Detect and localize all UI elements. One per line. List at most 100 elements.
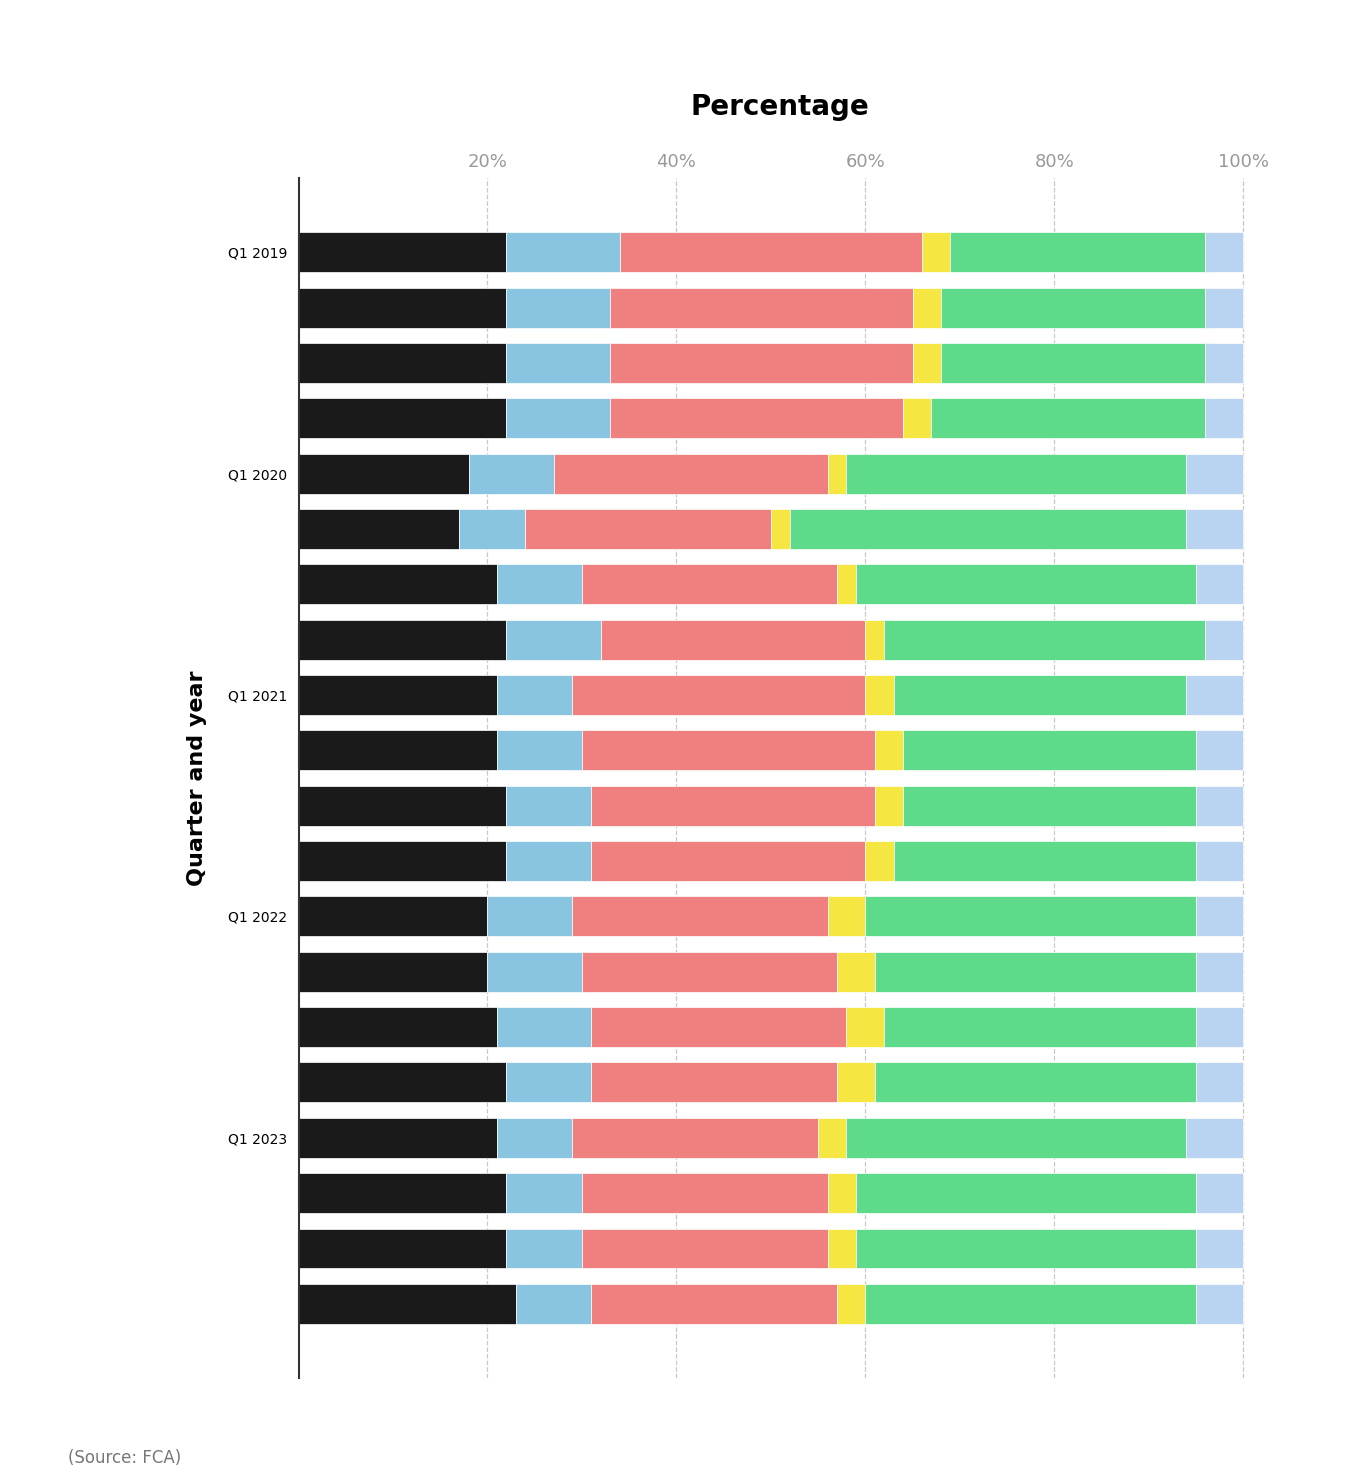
Bar	[875, 1063, 1196, 1103]
Bar	[299, 288, 506, 328]
Bar	[299, 1117, 497, 1157]
Bar	[1196, 1008, 1243, 1046]
Bar	[299, 1063, 506, 1103]
Bar	[497, 1008, 592, 1046]
Bar	[1186, 510, 1243, 548]
Bar	[1196, 731, 1243, 771]
Bar	[582, 1174, 828, 1212]
Bar	[299, 233, 506, 273]
Bar	[506, 842, 592, 880]
Bar	[592, 785, 875, 825]
Bar	[573, 676, 866, 714]
Bar	[506, 399, 611, 439]
Bar	[790, 510, 1186, 548]
Y-axis label: Quarter and year: Quarter and year	[187, 670, 208, 886]
Bar	[771, 510, 790, 548]
Bar	[866, 897, 1196, 937]
Bar	[1205, 344, 1243, 382]
Bar	[506, 1174, 582, 1212]
Bar	[1186, 453, 1243, 494]
Bar	[468, 453, 554, 494]
Bar	[940, 344, 1205, 382]
Bar	[912, 344, 940, 382]
Bar	[582, 565, 837, 605]
Bar	[837, 565, 856, 605]
Bar	[837, 1063, 875, 1103]
Bar	[885, 1008, 1196, 1046]
Bar	[894, 676, 1186, 714]
Bar	[866, 619, 885, 659]
Bar	[950, 233, 1205, 273]
Bar	[592, 842, 866, 880]
Bar	[847, 1117, 1186, 1157]
Bar	[601, 619, 866, 659]
Bar	[299, 842, 506, 880]
Bar	[620, 233, 921, 273]
Bar	[837, 1283, 866, 1323]
Bar	[828, 453, 847, 494]
Bar	[506, 1063, 592, 1103]
Bar	[1196, 565, 1243, 605]
Bar	[1205, 619, 1243, 659]
Bar	[459, 510, 525, 548]
Bar	[497, 1117, 573, 1157]
Bar	[1186, 1117, 1243, 1157]
Bar	[1196, 1063, 1243, 1103]
Bar	[592, 1008, 847, 1046]
Bar	[299, 453, 468, 494]
Bar	[875, 951, 1196, 991]
Bar	[582, 951, 837, 991]
Bar	[299, 785, 506, 825]
Bar	[847, 1008, 885, 1046]
Bar	[582, 731, 875, 771]
Bar	[516, 1283, 592, 1323]
Bar	[299, 1174, 506, 1212]
Bar	[828, 1174, 856, 1212]
Bar	[497, 676, 573, 714]
Bar	[828, 1229, 856, 1269]
Bar	[611, 288, 912, 328]
Bar	[592, 1063, 837, 1103]
Bar	[1196, 842, 1243, 880]
Bar	[554, 453, 828, 494]
Bar	[506, 288, 611, 328]
Bar	[506, 344, 611, 382]
Bar	[299, 1008, 497, 1046]
Bar	[866, 1283, 1196, 1323]
Bar	[875, 785, 902, 825]
Bar	[1205, 288, 1243, 328]
Bar	[299, 565, 497, 605]
Title: Percentage: Percentage	[691, 93, 870, 122]
Bar	[506, 785, 592, 825]
Bar	[506, 233, 620, 273]
Bar	[506, 619, 601, 659]
Bar	[1196, 1283, 1243, 1323]
Bar	[866, 842, 894, 880]
Bar	[1196, 1229, 1243, 1269]
Bar	[1186, 676, 1243, 714]
Bar	[902, 731, 1196, 771]
Bar	[582, 1229, 828, 1269]
Bar	[299, 399, 506, 439]
Bar	[1196, 785, 1243, 825]
Bar	[1196, 951, 1243, 991]
Bar	[1196, 897, 1243, 937]
Bar	[611, 344, 912, 382]
Bar	[931, 399, 1205, 439]
Bar	[912, 288, 940, 328]
Bar	[299, 897, 487, 937]
Bar	[940, 288, 1205, 328]
Bar	[299, 676, 497, 714]
Bar	[902, 785, 1196, 825]
Bar	[818, 1117, 847, 1157]
Bar	[487, 897, 573, 937]
Bar	[299, 619, 506, 659]
Bar	[856, 565, 1196, 605]
Bar	[497, 565, 582, 605]
Bar	[299, 344, 506, 382]
Bar	[837, 951, 875, 991]
Bar	[875, 731, 902, 771]
Bar	[573, 897, 828, 937]
Bar	[885, 619, 1205, 659]
Bar	[592, 1283, 837, 1323]
